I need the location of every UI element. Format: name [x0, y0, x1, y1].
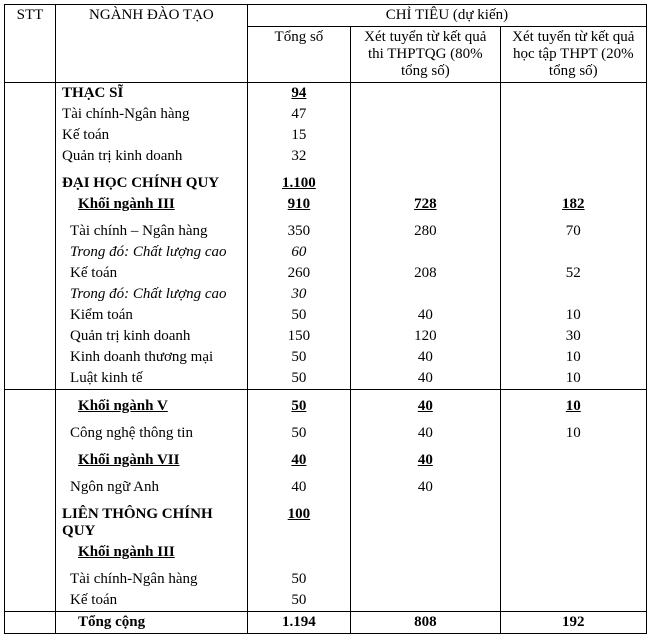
- k3-c1: 910: [247, 194, 350, 215]
- total-c2: 808: [351, 612, 501, 634]
- k3-c3: 182: [500, 194, 646, 215]
- table-row: Tài chính-Ngân hàng 47: [5, 104, 647, 125]
- row-c3: 52: [500, 263, 646, 284]
- header-stt: STT: [5, 5, 56, 83]
- row-c1: 50: [247, 305, 350, 326]
- row-name: Tài chính-Ngân hàng: [56, 104, 248, 125]
- k5-label: Khối ngành V: [56, 396, 248, 417]
- row-name: Công nghệ thông tin: [56, 423, 248, 444]
- section-k5: Khối ngành V 50 40 10: [5, 396, 647, 417]
- row-c2: 40: [351, 305, 501, 326]
- row-c2: 40: [351, 347, 501, 368]
- total-row: Tổng cộng 1.194 808 192: [5, 612, 647, 634]
- total-label: Tổng cộng: [56, 612, 248, 634]
- row-c3: 70: [500, 221, 646, 242]
- row-c3: 10: [500, 305, 646, 326]
- section-lienthong: LIÊN THÔNG CHÍNH QUY 100: [5, 504, 647, 542]
- lt-k3-label: Khối ngành III: [56, 542, 248, 563]
- row-c3: 10: [500, 347, 646, 368]
- table-row: Công nghệ thông tin 50 40 10: [5, 423, 647, 444]
- table-row: Kế toán 260 208 52: [5, 263, 647, 284]
- section-k7: Khối ngành VII 40 40: [5, 450, 647, 471]
- section-daihoc: ĐẠI HỌC CHÍNH QUY 1.100: [5, 173, 647, 194]
- row-c3: 10: [500, 423, 646, 444]
- row-name: Kế toán: [56, 590, 248, 612]
- table-row: Kiểm toán 50 40 10: [5, 305, 647, 326]
- k3-label: Khối ngành III: [56, 194, 248, 215]
- header-c3: Xét tuyển từ kết quả học tập THPT (20% t…: [500, 27, 646, 83]
- table-row: Quản trị kinh doanh 32: [5, 146, 647, 167]
- row-c2: 40: [351, 477, 501, 498]
- table-row: Trong đó: Chất lượng cao 30: [5, 284, 647, 305]
- table-row: Tài chính-Ngân hàng 50: [5, 569, 647, 590]
- header-c2: Xét tuyển từ kết quả thi THPTQG (80% tổn…: [351, 27, 501, 83]
- row-c1: 50: [247, 423, 350, 444]
- table-row: Quản trị kinh doanh 150 120 30: [5, 326, 647, 347]
- row-c1: 50: [247, 569, 350, 590]
- row-c3: 10: [500, 368, 646, 390]
- row-c1: 40: [247, 477, 350, 498]
- header-group: CHỈ TIÊU (dự kiến): [247, 5, 646, 27]
- row-c2: 280: [351, 221, 501, 242]
- row-c1: 260: [247, 263, 350, 284]
- row-name: Trong đó: Chất lượng cao: [56, 242, 248, 263]
- lienthong-c1: 100: [247, 504, 350, 542]
- row-name: Ngôn ngữ Anh: [56, 477, 248, 498]
- row-name: Kế toán: [56, 263, 248, 284]
- total-c3: 192: [500, 612, 646, 634]
- row-c2: 208: [351, 263, 501, 284]
- row-c1: 30: [247, 284, 350, 305]
- chitieu-table: STT NGÀNH ĐÀO TẠO CHỈ TIÊU (dự kiến) Tổn…: [4, 4, 647, 634]
- k5-c1: 50: [247, 396, 350, 417]
- row-c1: 15: [247, 125, 350, 146]
- row-c1: 50: [247, 347, 350, 368]
- section-k3: Khối ngành III 910 728 182: [5, 194, 647, 215]
- row-c2: 120: [351, 326, 501, 347]
- k7-c2: 40: [351, 450, 501, 471]
- section-lt-k3: Khối ngành III: [5, 542, 647, 563]
- k7-c1: 40: [247, 450, 350, 471]
- thacsi-c1: 94: [247, 83, 350, 105]
- header-name: NGÀNH ĐÀO TẠO: [56, 5, 248, 83]
- k5-c2: 40: [351, 396, 501, 417]
- total-c1: 1.194: [247, 612, 350, 634]
- header-c1: Tổng số: [247, 27, 350, 83]
- row-c1: 47: [247, 104, 350, 125]
- row-name: Trong đó: Chất lượng cao: [56, 284, 248, 305]
- row-c1: 32: [247, 146, 350, 167]
- thacsi-label: THẠC SĨ: [56, 83, 248, 105]
- row-c3: 30: [500, 326, 646, 347]
- table-row: Trong đó: Chất lượng cao 60: [5, 242, 647, 263]
- row-c1: 50: [247, 368, 350, 390]
- k3-c2: 728: [351, 194, 501, 215]
- k5-c3: 10: [500, 396, 646, 417]
- daihoc-label: ĐẠI HỌC CHÍNH QUY: [56, 173, 248, 194]
- row-name: Luật kinh tế: [56, 368, 248, 390]
- daihoc-c1: 1.100: [247, 173, 350, 194]
- table-row: Tài chính – Ngân hàng 350 280 70: [5, 221, 647, 242]
- table-row: Kinh doanh thương mại 50 40 10: [5, 347, 647, 368]
- row-name: Kiểm toán: [56, 305, 248, 326]
- row-c1: 50: [247, 590, 350, 612]
- row-c1: 350: [247, 221, 350, 242]
- row-name: Kinh doanh thương mại: [56, 347, 248, 368]
- table-row: Kế toán 15: [5, 125, 647, 146]
- row-name: Kế toán: [56, 125, 248, 146]
- section-thacsi: THẠC SĨ 94: [5, 83, 647, 105]
- row-name: Quản trị kinh doanh: [56, 146, 248, 167]
- row-c1: 60: [247, 242, 350, 263]
- lienthong-label: LIÊN THÔNG CHÍNH QUY: [56, 504, 248, 542]
- row-c2: 40: [351, 423, 501, 444]
- row-name: Tài chính-Ngân hàng: [56, 569, 248, 590]
- row-c2: 40: [351, 368, 501, 390]
- row-name: Quản trị kinh doanh: [56, 326, 248, 347]
- k7-label: Khối ngành VII: [56, 450, 248, 471]
- row-name: Tài chính – Ngân hàng: [56, 221, 248, 242]
- table-row: Luật kinh tế 50 40 10: [5, 368, 647, 390]
- table-row: Ngôn ngữ Anh 40 40: [5, 477, 647, 498]
- row-c1: 150: [247, 326, 350, 347]
- table-row: Kế toán 50: [5, 590, 647, 612]
